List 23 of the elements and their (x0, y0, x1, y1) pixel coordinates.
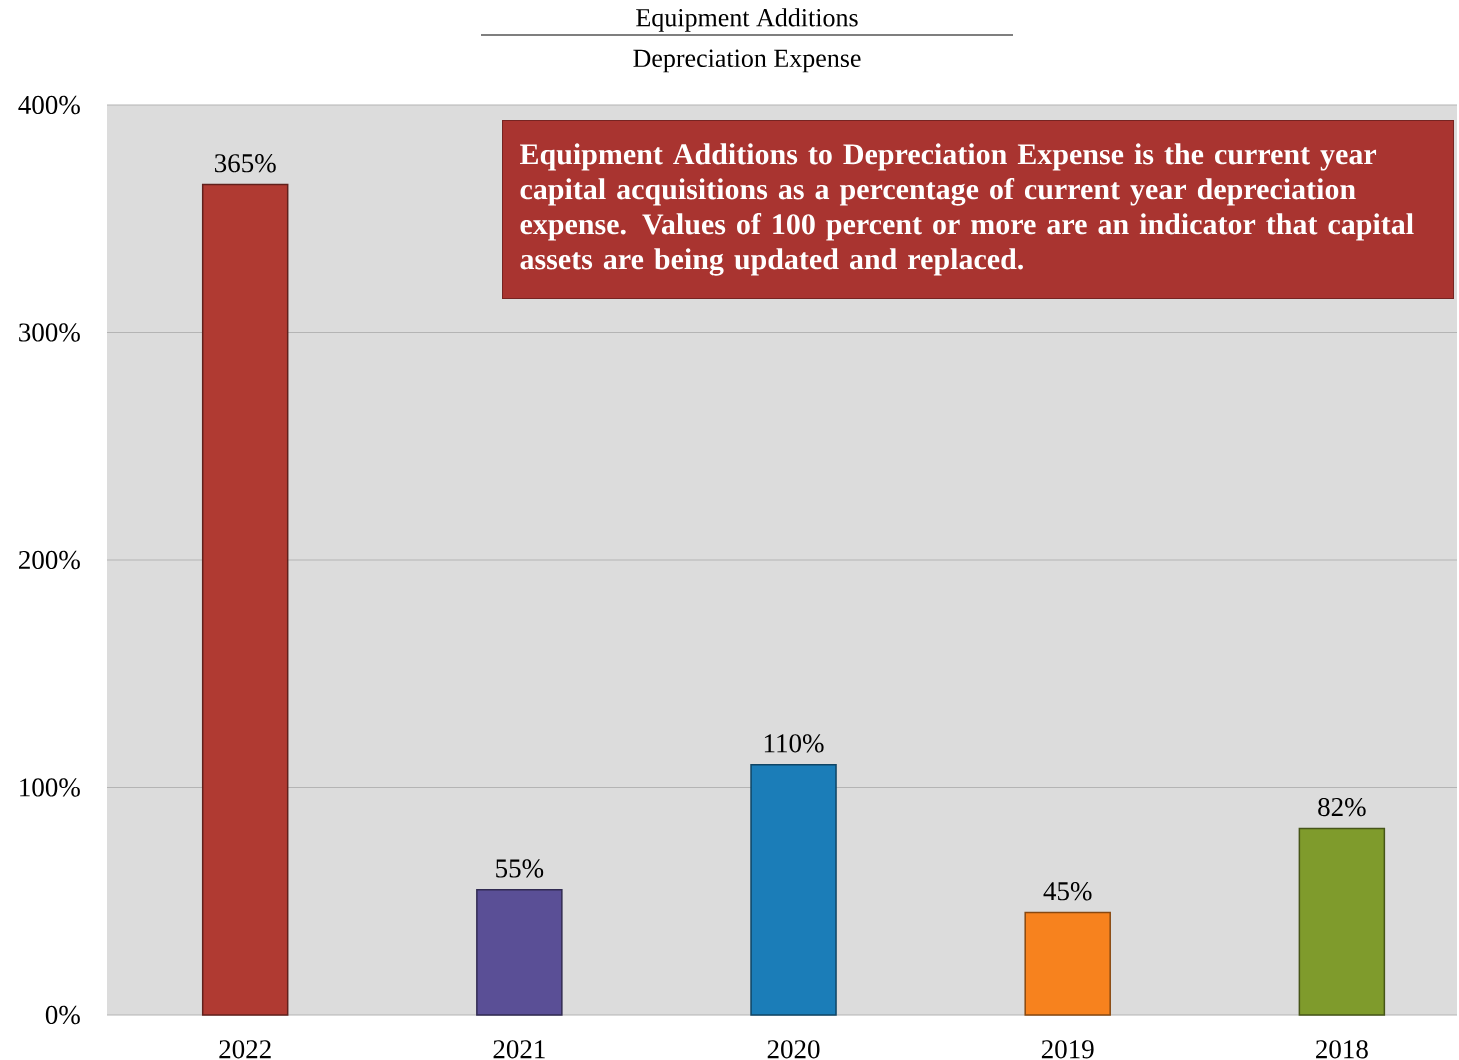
bar (1298, 827, 1386, 1016)
y-tick-label: 0% (45, 1005, 80, 1025)
x-tick-label: 2019 (1041, 1040, 1094, 1059)
x-tick-label: 2018 (1316, 1040, 1368, 1059)
data-label: 82% (1318, 797, 1366, 817)
annotation: Equipment Additions to Depreciation Expense is the current year capital acquisitions as a percentage of current year depreciation expense. Values of 100 percent or more are an indicator that capital assets are being updated and replaced. (520, 143, 1414, 276)
x-tick-label: 2022 (219, 1040, 271, 1059)
bar (750, 763, 837, 1016)
bar (1024, 911, 1111, 1016)
chart-subtitle: Depreciation Expense (633, 49, 861, 73)
bar (201, 183, 289, 1016)
chart-title: Equipment Additions (636, 8, 858, 32)
data-label: 110% (764, 734, 824, 753)
x-tick-label: 2020 (767, 1040, 820, 1059)
data-label: 55% (496, 859, 544, 878)
data-label: 365% (214, 154, 276, 173)
data-label: 45% (1043, 882, 1092, 901)
y-tick-label: 400% (18, 95, 80, 115)
x-tick-label: 2021 (493, 1040, 545, 1059)
y-tick-label: 100% (20, 778, 80, 797)
y-tick-label: 200% (19, 550, 80, 570)
y-tick-label: 300% (19, 323, 80, 342)
bar (476, 889, 563, 1016)
